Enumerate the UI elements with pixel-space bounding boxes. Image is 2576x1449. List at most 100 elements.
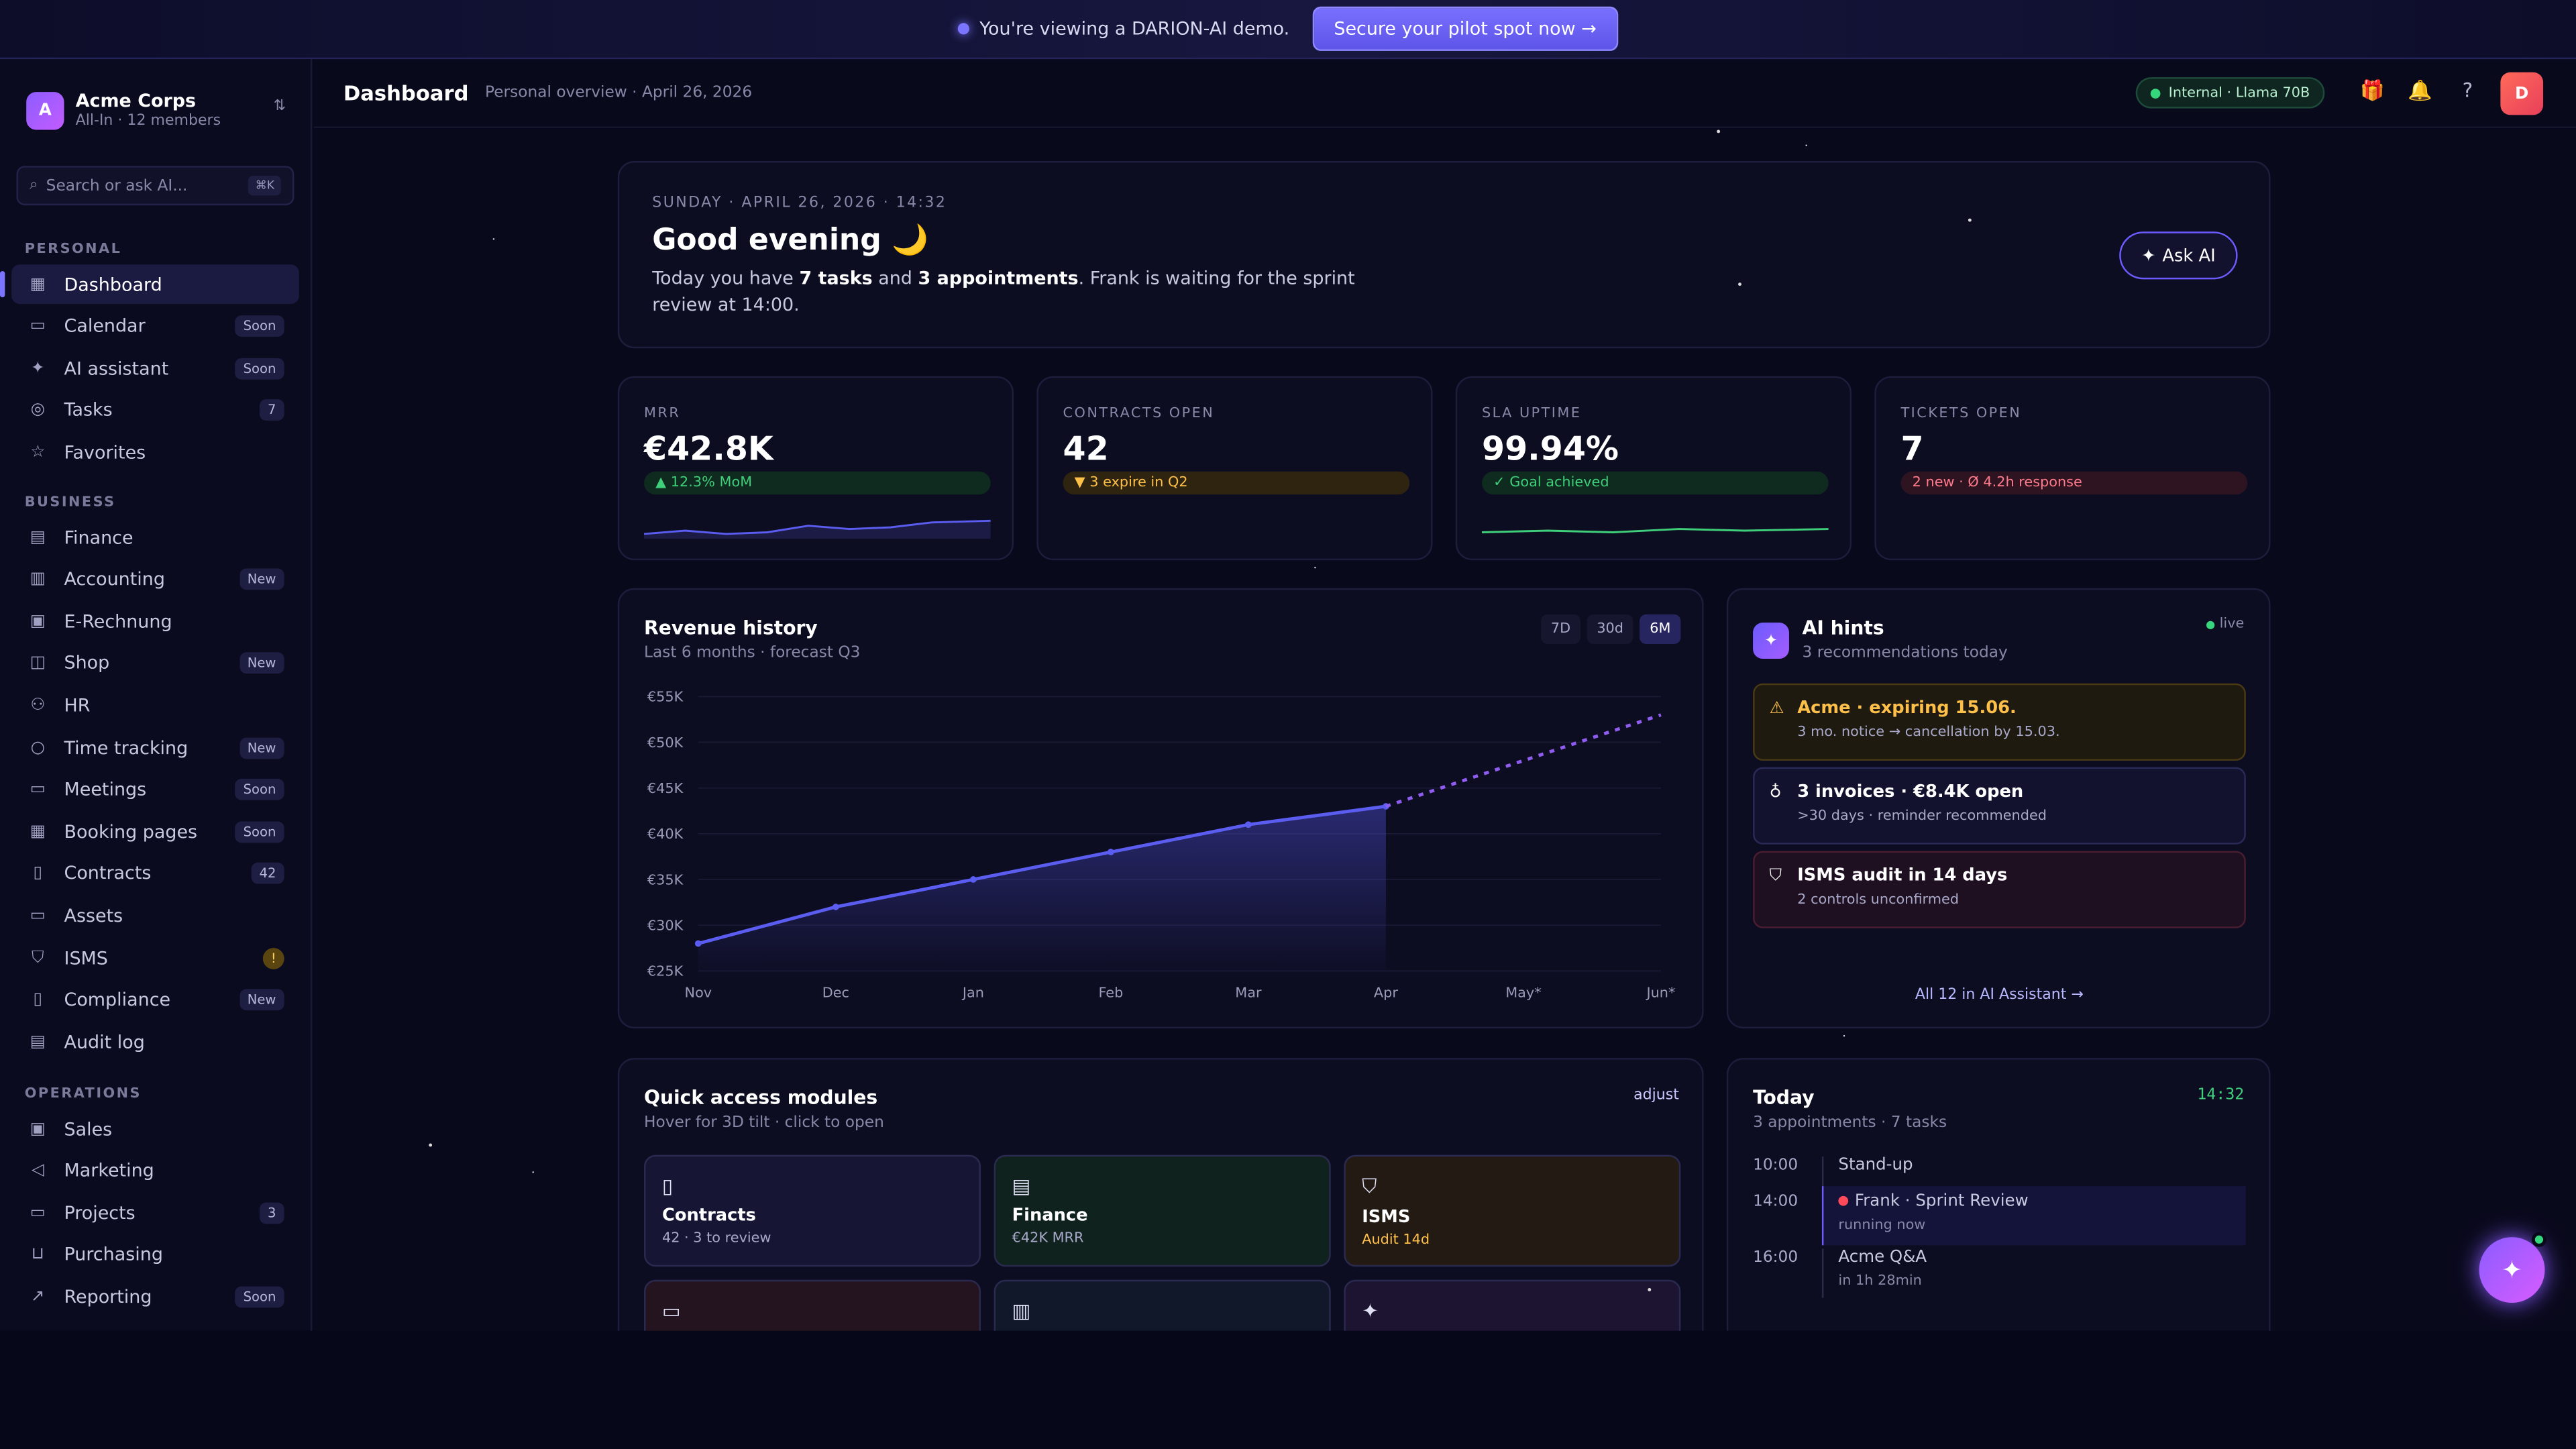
org-switcher[interactable]: A Acme Corps All-In · 12 members ⇅ bbox=[26, 85, 289, 134]
kpi-card[interactable]: CONTRACTS OPEN 42 ▼ 3 expire in Q2 bbox=[1036, 376, 1433, 561]
sidebar-item-label: Marketing bbox=[64, 1160, 154, 1182]
event-title: Acme Q&A bbox=[1838, 1248, 1927, 1267]
data-point bbox=[832, 904, 839, 910]
ai-hint-item[interactable]: ⛉ ISMS audit in 14 days 2 controls uncon… bbox=[1753, 851, 2246, 928]
module-title: ISMS bbox=[1362, 1208, 1411, 1228]
live-dot bbox=[1838, 1195, 1849, 1206]
ai-hints-subtitle: 3 recommendations today bbox=[1802, 644, 2008, 662]
kpi-card[interactable]: MRR €42.8K ▲ 12.3% MoM bbox=[617, 376, 1014, 561]
secure-pilot-button[interactable]: Secure your pilot spot now → bbox=[1312, 6, 1618, 51]
y-tick-label: €35K bbox=[647, 871, 684, 888]
sidebar-item-shop[interactable]: ◫ Shop New bbox=[11, 644, 299, 684]
ai-hint-item[interactable]: ⚠ Acme · expiring 15.06. 3 mo. notice → … bbox=[1753, 683, 2246, 761]
sidebar-item-purchasing[interactable]: ⊔ Purchasing bbox=[11, 1235, 299, 1275]
event-row[interactable]: 10:00 Stand-up bbox=[1753, 1157, 2246, 1206]
kpi-label: TICKETS OPEN bbox=[1900, 405, 2022, 423]
star-decoration bbox=[1314, 566, 1316, 569]
model-selector[interactable]: Internal · Llama 70B bbox=[2135, 77, 2325, 109]
sidebar-item-meetings[interactable]: ▭ Meetings Soon bbox=[11, 770, 299, 810]
sidebar-item-finance[interactable]: ▤ Finance bbox=[11, 517, 299, 557]
grid-icon: ▦ bbox=[30, 275, 46, 294]
sidebar-item-label: Purchasing bbox=[64, 1244, 163, 1266]
sidebar-item-assets[interactable]: ▭ Assets bbox=[11, 896, 299, 936]
range-tab-30d[interactable]: 30d bbox=[1587, 614, 1633, 645]
sidebar-item-compliance[interactable]: ▯ Compliance New bbox=[11, 980, 299, 1020]
data-point bbox=[1107, 849, 1114, 856]
sidebar-item-e-rechnung[interactable]: ▣ E-Rechnung bbox=[11, 602, 299, 641]
shield-icon: ⛉ bbox=[1769, 867, 1782, 886]
hint-title: Acme · expiring 15.06. bbox=[1797, 698, 2017, 718]
kpi-label: CONTRACTS OPEN bbox=[1063, 405, 1215, 423]
clock-icon: ○ bbox=[30, 738, 46, 757]
sidebar-item-projects[interactable]: ▭ Projects 3 bbox=[11, 1193, 299, 1232]
x-tick-label: May* bbox=[1505, 985, 1541, 1001]
sidebar-item-isms[interactable]: ⛉ ISMS! bbox=[11, 938, 299, 977]
sidebar-item-calendar[interactable]: ▭ Calendar Soon bbox=[11, 307, 299, 346]
event-row[interactable]: 16:00 Acme Q&A in 1h 28min bbox=[1753, 1248, 2246, 1298]
demo-banner-text: You're viewing a DARION-AI demo. bbox=[958, 18, 1289, 40]
data-point bbox=[969, 876, 977, 883]
clipboard-check-icon: ▯ bbox=[33, 990, 43, 1009]
kpi-card[interactable]: TICKETS OPEN 7 2 new · Ø 4.2h response bbox=[1874, 376, 2271, 561]
module-tile[interactable]: ⛉ ISMS Audit 14d bbox=[1344, 1155, 1681, 1267]
sidebar-item-time-tracking[interactable]: ○ Time tracking New bbox=[11, 728, 299, 767]
sidebar-item-sales[interactable]: ▣ Sales bbox=[11, 1109, 299, 1148]
ai-hint-item[interactable]: ♁ 3 invoices · €8.4K open >30 days · rem… bbox=[1753, 767, 2246, 845]
avatar[interactable]: D bbox=[2500, 72, 2544, 115]
sidebar-item-marketing[interactable]: ◁ Marketing bbox=[11, 1151, 299, 1191]
sidebar-item-accounting[interactable]: ▥ Accounting New bbox=[11, 559, 299, 599]
status-badge: 42 bbox=[251, 863, 284, 885]
sidebar-item-label: Time tracking bbox=[64, 737, 189, 759]
star-decoration bbox=[1648, 1288, 1652, 1291]
sidebar-item-label: Accounting bbox=[64, 568, 165, 590]
kpi-value: 99.94% bbox=[1481, 429, 1619, 468]
search-input[interactable]: ⌕ Search or ask AI... ⌘K bbox=[16, 166, 294, 206]
modules-subtitle: Hover for 3D tilt · click to open bbox=[644, 1114, 884, 1132]
chevron-up-down-icon[interactable]: ⇅ bbox=[273, 98, 286, 115]
y-tick-label: €50K bbox=[647, 735, 684, 751]
event-row[interactable]: 14:00 Frank · Sprint Review running now bbox=[1753, 1186, 2246, 1250]
event-body: Acme Q&A in 1h 28min bbox=[1821, 1248, 2246, 1298]
hint-title: ISMS audit in 14 days bbox=[1797, 865, 2008, 886]
adjust-link[interactable]: adjust bbox=[1633, 1087, 1679, 1104]
all-hints-link[interactable]: All 12 in AI Assistant → bbox=[1915, 987, 2084, 1004]
status-badge: ! bbox=[262, 947, 284, 969]
sidebar-item-booking-pages[interactable]: ▦ Booking pages Soon bbox=[11, 812, 299, 851]
trend-up-icon: ↗ bbox=[31, 1287, 45, 1306]
y-tick-label: €40K bbox=[647, 826, 684, 842]
cart-icon: ⊔ bbox=[31, 1246, 44, 1265]
search-placeholder: Search or ask AI... bbox=[46, 176, 188, 195]
module-tile[interactable]: ▤ Finance €42K MRR bbox=[994, 1155, 1331, 1267]
sidebar-item-label: Contracts bbox=[64, 863, 152, 885]
search-shortcut: ⌘K bbox=[248, 176, 281, 196]
sidebar-item-reporting[interactable]: ↗ Reporting Soon bbox=[11, 1277, 299, 1317]
event-time: 10:00 bbox=[1753, 1157, 1799, 1175]
monitor-icon: ▭ bbox=[30, 906, 46, 925]
warning-icon: ⚠ bbox=[1769, 700, 1784, 718]
sidebar-item-label: AI assistant bbox=[64, 358, 169, 379]
module-tile[interactable]: ▯ Contracts 42 · 3 to review bbox=[644, 1155, 981, 1267]
bell-icon[interactable]: 🔔 bbox=[2408, 78, 2432, 102]
org-logo: A bbox=[26, 91, 64, 129]
sidebar-item-hr[interactable]: ⚇ HR bbox=[11, 686, 299, 725]
hint-subtitle: 3 mo. notice → cancellation by 15.03. bbox=[1797, 724, 2060, 741]
kpi-card[interactable]: SLA UPTIME 99.94% ✓ Goal achieved bbox=[1455, 376, 1852, 561]
range-tab-7d[interactable]: 7D bbox=[1541, 614, 1580, 645]
x-tick-label: Mar bbox=[1235, 985, 1262, 1001]
ai-assistant-fab[interactable]: ✦ bbox=[2479, 1237, 2545, 1303]
sidebar-item-tasks[interactable]: ◎ Tasks 7 bbox=[11, 390, 299, 430]
search-icon: ⌕ bbox=[30, 177, 38, 194]
sidebar-item-ai-assistant[interactable]: ✦ AI assistant Soon bbox=[11, 349, 299, 388]
gift-icon[interactable]: 🎁 bbox=[2360, 78, 2385, 102]
help-icon[interactable]: ? bbox=[2462, 78, 2473, 102]
ask-ai-button[interactable]: ✦ Ask AI bbox=[2119, 231, 2238, 280]
sidebar-item-label: ISMS bbox=[64, 947, 108, 969]
range-tab-6m[interactable]: 6M bbox=[1640, 614, 1681, 645]
today-clock: 14:32 bbox=[2197, 1085, 2245, 1104]
sidebar-item-favorites[interactable]: ☆ Favorites bbox=[11, 433, 299, 472]
book-icon: ▥ bbox=[1012, 1299, 1031, 1323]
sidebar-item-audit-log[interactable]: ▤ Audit log bbox=[11, 1022, 299, 1062]
sidebar-item-dashboard[interactable]: ▦ Dashboard bbox=[0, 264, 299, 305]
sidebar-item-contracts[interactable]: ▯ Contracts 42 bbox=[11, 854, 299, 894]
star-decoration bbox=[1717, 129, 1721, 133]
